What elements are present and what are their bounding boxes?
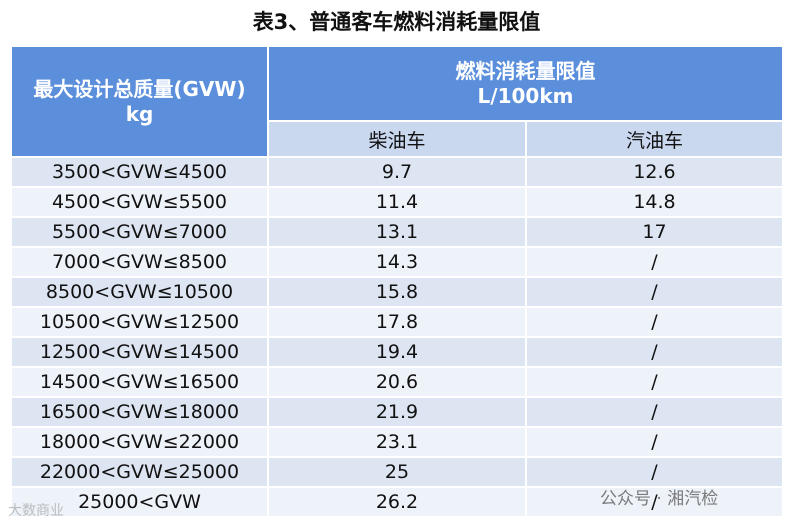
table-cell: /	[525, 426, 784, 458]
table-cell: /	[525, 246, 784, 278]
header-text: 最大设计总质量(GVW)	[33, 76, 246, 101]
table-row: 12500<GVW≤14500 19.4/	[10, 336, 784, 368]
table-row: 25000<GVW 26.2/	[10, 486, 784, 518]
header-cell: 燃料消耗量限值 L/100km	[267, 45, 784, 122]
table-cell: 16500<GVW≤18000	[10, 396, 269, 428]
table-cell: 19.4	[267, 336, 527, 368]
table-row: 5500<GVW≤7000 13.1 17	[10, 216, 784, 248]
table-cell: 10500<GVW≤12500	[10, 306, 269, 338]
table-cell: 3500<GVW≤4500	[10, 156, 269, 188]
table-cell: 26.2	[267, 486, 527, 518]
table-cell: 17	[525, 216, 784, 248]
header-text: 燃料消耗量限值	[455, 58, 596, 83]
fuel-table: 最大设计总质量(GVW) kg 燃料消耗量限值 L/100km 柴油车 汽油车 …	[10, 45, 784, 518]
table-cell: /	[525, 396, 784, 428]
header-text: L/100km	[477, 83, 574, 108]
table-cell: 21.9	[267, 396, 527, 428]
table-cell: 7000<GVW≤8500	[10, 246, 269, 278]
watermark: 大数商业	[8, 503, 64, 519]
table-row: 10500<GVW≤12500 17.8/	[10, 306, 784, 338]
sub-header: 汽油车	[525, 120, 784, 158]
table-row: 4500<GVW≤5500 11.4 14.8	[10, 186, 784, 218]
table-cell: /	[525, 276, 784, 308]
table-cell: /	[525, 486, 784, 518]
table-cell: 9.7	[267, 156, 527, 188]
table-row: 7000<GVW≤8500 14.3/	[10, 246, 784, 278]
table-row: 8500<GVW≤10500 15.8/	[10, 276, 784, 308]
table-cell: /	[525, 306, 784, 338]
table-cell: 25	[267, 456, 527, 488]
table-row: 3500<GVW≤4500 9.7 12.6	[10, 156, 784, 188]
table-cell: 22000<GVW≤25000	[10, 456, 269, 488]
table-cell: 14.3	[267, 246, 527, 278]
table-cell: 12.6	[525, 156, 784, 188]
table-row: 18000<GVW≤22000 23.1/	[10, 426, 784, 458]
table-cell: 5500<GVW≤7000	[10, 216, 269, 248]
table-cell: /	[525, 366, 784, 398]
table-row: 16500<GVW≤18000 21.9/	[10, 396, 784, 428]
table-cell: 13.1	[267, 216, 527, 248]
table-cell: 15.8	[267, 276, 527, 308]
table-cell: 12500<GVW≤14500	[10, 336, 269, 368]
table-cell: 17.8	[267, 306, 527, 338]
table-row: 22000<GVW≤25000 25/	[10, 456, 784, 488]
table-cell: /	[525, 456, 784, 488]
table-cell: 14.8	[525, 186, 784, 218]
table-cell: 23.1	[267, 426, 527, 458]
table-cell: 25000<GVW	[10, 486, 269, 518]
table-cell: 18000<GVW≤22000	[10, 426, 269, 458]
watermark: 公众号 · 湘汽检	[600, 489, 719, 509]
header-cell: 最大设计总质量(GVW) kg	[10, 45, 269, 158]
table-cell: /	[525, 336, 784, 368]
table-cell: 11.4	[267, 186, 527, 218]
sub-header: 柴油车	[267, 120, 527, 158]
header-text: kg	[125, 101, 154, 126]
table-cell: 20.6	[267, 366, 527, 398]
table-row: 14500<GVW≤16500 20.6/	[10, 366, 784, 398]
title: 表3、普通客车燃料消耗量限值	[252, 10, 541, 34]
table-cell: 4500<GVW≤5500	[10, 186, 269, 218]
table-cell: 14500<GVW≤16500	[10, 366, 269, 398]
table-cell: 8500<GVW≤10500	[10, 276, 269, 308]
